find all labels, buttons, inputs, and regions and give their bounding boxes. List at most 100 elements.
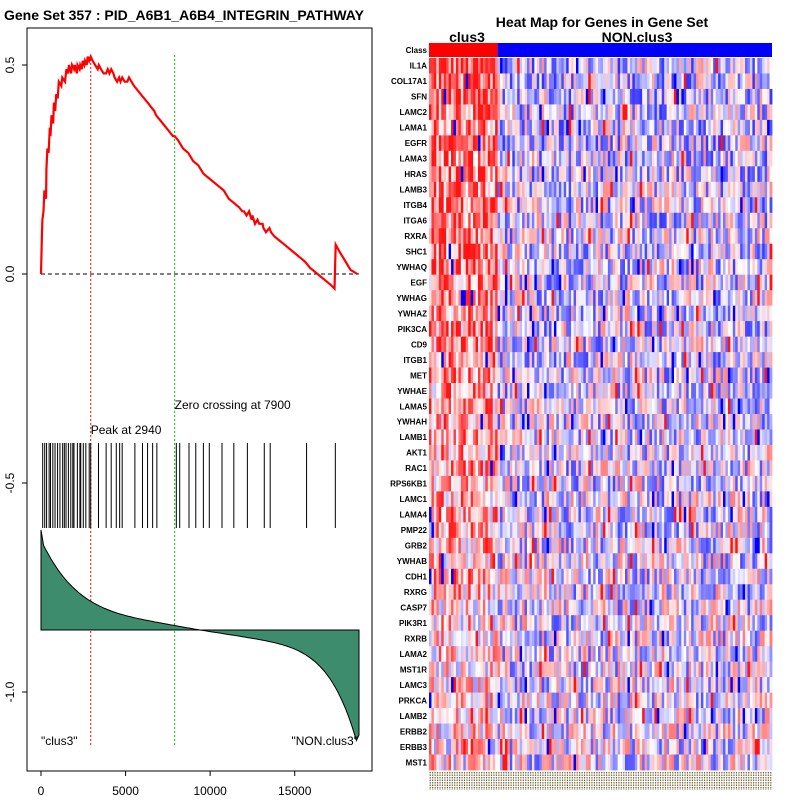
heatmap-cell	[656, 383, 660, 399]
heatmap-cell	[725, 398, 729, 415]
heatmap-cell	[482, 444, 486, 461]
heatmap-cell	[495, 568, 498, 585]
heatmap-cell	[475, 414, 479, 430]
heatmap-cell	[561, 537, 565, 554]
heatmap-cell	[674, 166, 677, 183]
heatmap-cell	[549, 522, 552, 539]
heatmap-cell	[708, 383, 712, 399]
heatmap-cell	[742, 166, 746, 183]
heatmap-cell	[705, 584, 709, 601]
heatmap-cell	[580, 336, 584, 353]
heatmap-cell	[500, 259, 503, 276]
heatmap-cell	[580, 135, 584, 152]
heatmap-cell	[617, 104, 621, 121]
heatmap-cell	[441, 212, 445, 229]
heatmap-cell	[441, 383, 445, 399]
heatmap-cell	[458, 584, 462, 601]
heatmap-cell	[465, 73, 469, 90]
heatmap-cell	[676, 104, 680, 121]
heatmap-cell	[725, 150, 729, 167]
heatmap-cell	[759, 166, 763, 183]
heatmap-cell	[622, 274, 626, 291]
heatmap-cell	[482, 104, 486, 121]
heatmap-cell	[754, 506, 758, 523]
heatmap-cell	[522, 367, 525, 384]
heatmap-cell	[759, 383, 763, 399]
heatmap-cell	[448, 506, 452, 523]
heatmap-cell	[541, 398, 545, 415]
heatmap-cell	[749, 58, 753, 74]
heatmap-cell	[742, 104, 746, 121]
heatmap-cell	[681, 228, 685, 245]
heatmap-cell	[478, 336, 481, 353]
heatmap-cell	[561, 553, 565, 570]
heatmap-cell	[605, 414, 609, 430]
heatmap-cell	[585, 150, 589, 167]
heatmap-cell	[460, 475, 464, 492]
heatmap-cell	[625, 119, 628, 136]
heatmap-cell	[568, 584, 572, 601]
heatmap-cell	[602, 181, 606, 198]
heatmap-cell	[625, 197, 628, 214]
heatmap-cell	[580, 568, 584, 585]
heatmap-cell	[730, 228, 734, 245]
heatmap-cell	[649, 522, 653, 539]
heatmap-cell	[740, 259, 743, 276]
heatmap-cell	[539, 537, 543, 554]
heatmap-cell	[512, 336, 516, 353]
heatmap-cell	[431, 460, 435, 477]
heatmap-cell	[696, 522, 699, 539]
heatmap-cell	[566, 290, 570, 307]
heatmap-cell	[642, 414, 645, 430]
heatmap-cell	[431, 475, 435, 492]
heatmap-cell	[431, 553, 435, 570]
heatmap-cell	[475, 537, 479, 554]
heatmap-cell	[429, 414, 432, 430]
heatmap-cell	[568, 398, 572, 415]
heatmap-cell	[443, 336, 447, 353]
heatmap-cell	[629, 414, 633, 430]
heatmap-cell	[539, 135, 543, 152]
heatmap-cell	[705, 274, 709, 291]
heatmap-cell	[453, 88, 457, 105]
heatmap-cell	[654, 460, 658, 477]
heatmap-cell	[752, 259, 756, 276]
heatmap-cell	[441, 290, 445, 307]
heatmap-cell	[671, 398, 675, 415]
heatmap-cell	[429, 150, 432, 167]
y-axis: 0.50.0-0.5-1.0	[3, 56, 27, 702]
heatmap-cell	[502, 305, 506, 322]
heatmap-cell	[544, 522, 547, 539]
heatmap-cell	[759, 398, 763, 415]
heatmap-cell	[754, 181, 758, 198]
heatmap-cell	[661, 166, 665, 183]
heatmap-cell	[703, 475, 707, 492]
heatmap-cell	[767, 352, 770, 368]
heatmap-cell	[558, 398, 562, 415]
heatmap-cell	[593, 367, 596, 384]
heatmap-cell	[573, 88, 577, 105]
heatmap-cell	[558, 553, 562, 570]
heatmap-cell	[492, 414, 496, 430]
heatmap-cell	[487, 444, 491, 461]
heatmap-cell	[463, 321, 467, 338]
heatmap-cell	[470, 243, 474, 260]
heatmap-cell	[470, 398, 474, 415]
heatmap-cell	[649, 104, 653, 121]
heatmap-cell	[517, 274, 521, 291]
heatmap-cell	[595, 352, 599, 368]
heatmap-cell	[544, 383, 547, 399]
heatmap-cell	[757, 197, 761, 214]
heatmap-cell	[519, 398, 523, 415]
heatmap-cell	[720, 414, 724, 430]
heatmap-cell	[517, 475, 521, 492]
heatmap-cell	[735, 305, 739, 322]
heatmap-cell	[497, 522, 501, 539]
heatmap-cell	[438, 259, 442, 276]
heatmap-cell	[671, 584, 675, 601]
heatmap-cell	[649, 460, 653, 477]
heatmap-cell	[509, 352, 513, 368]
heatmap-cell	[529, 212, 533, 229]
heatmap-cell	[607, 243, 611, 260]
heatmap-cell	[715, 506, 719, 523]
